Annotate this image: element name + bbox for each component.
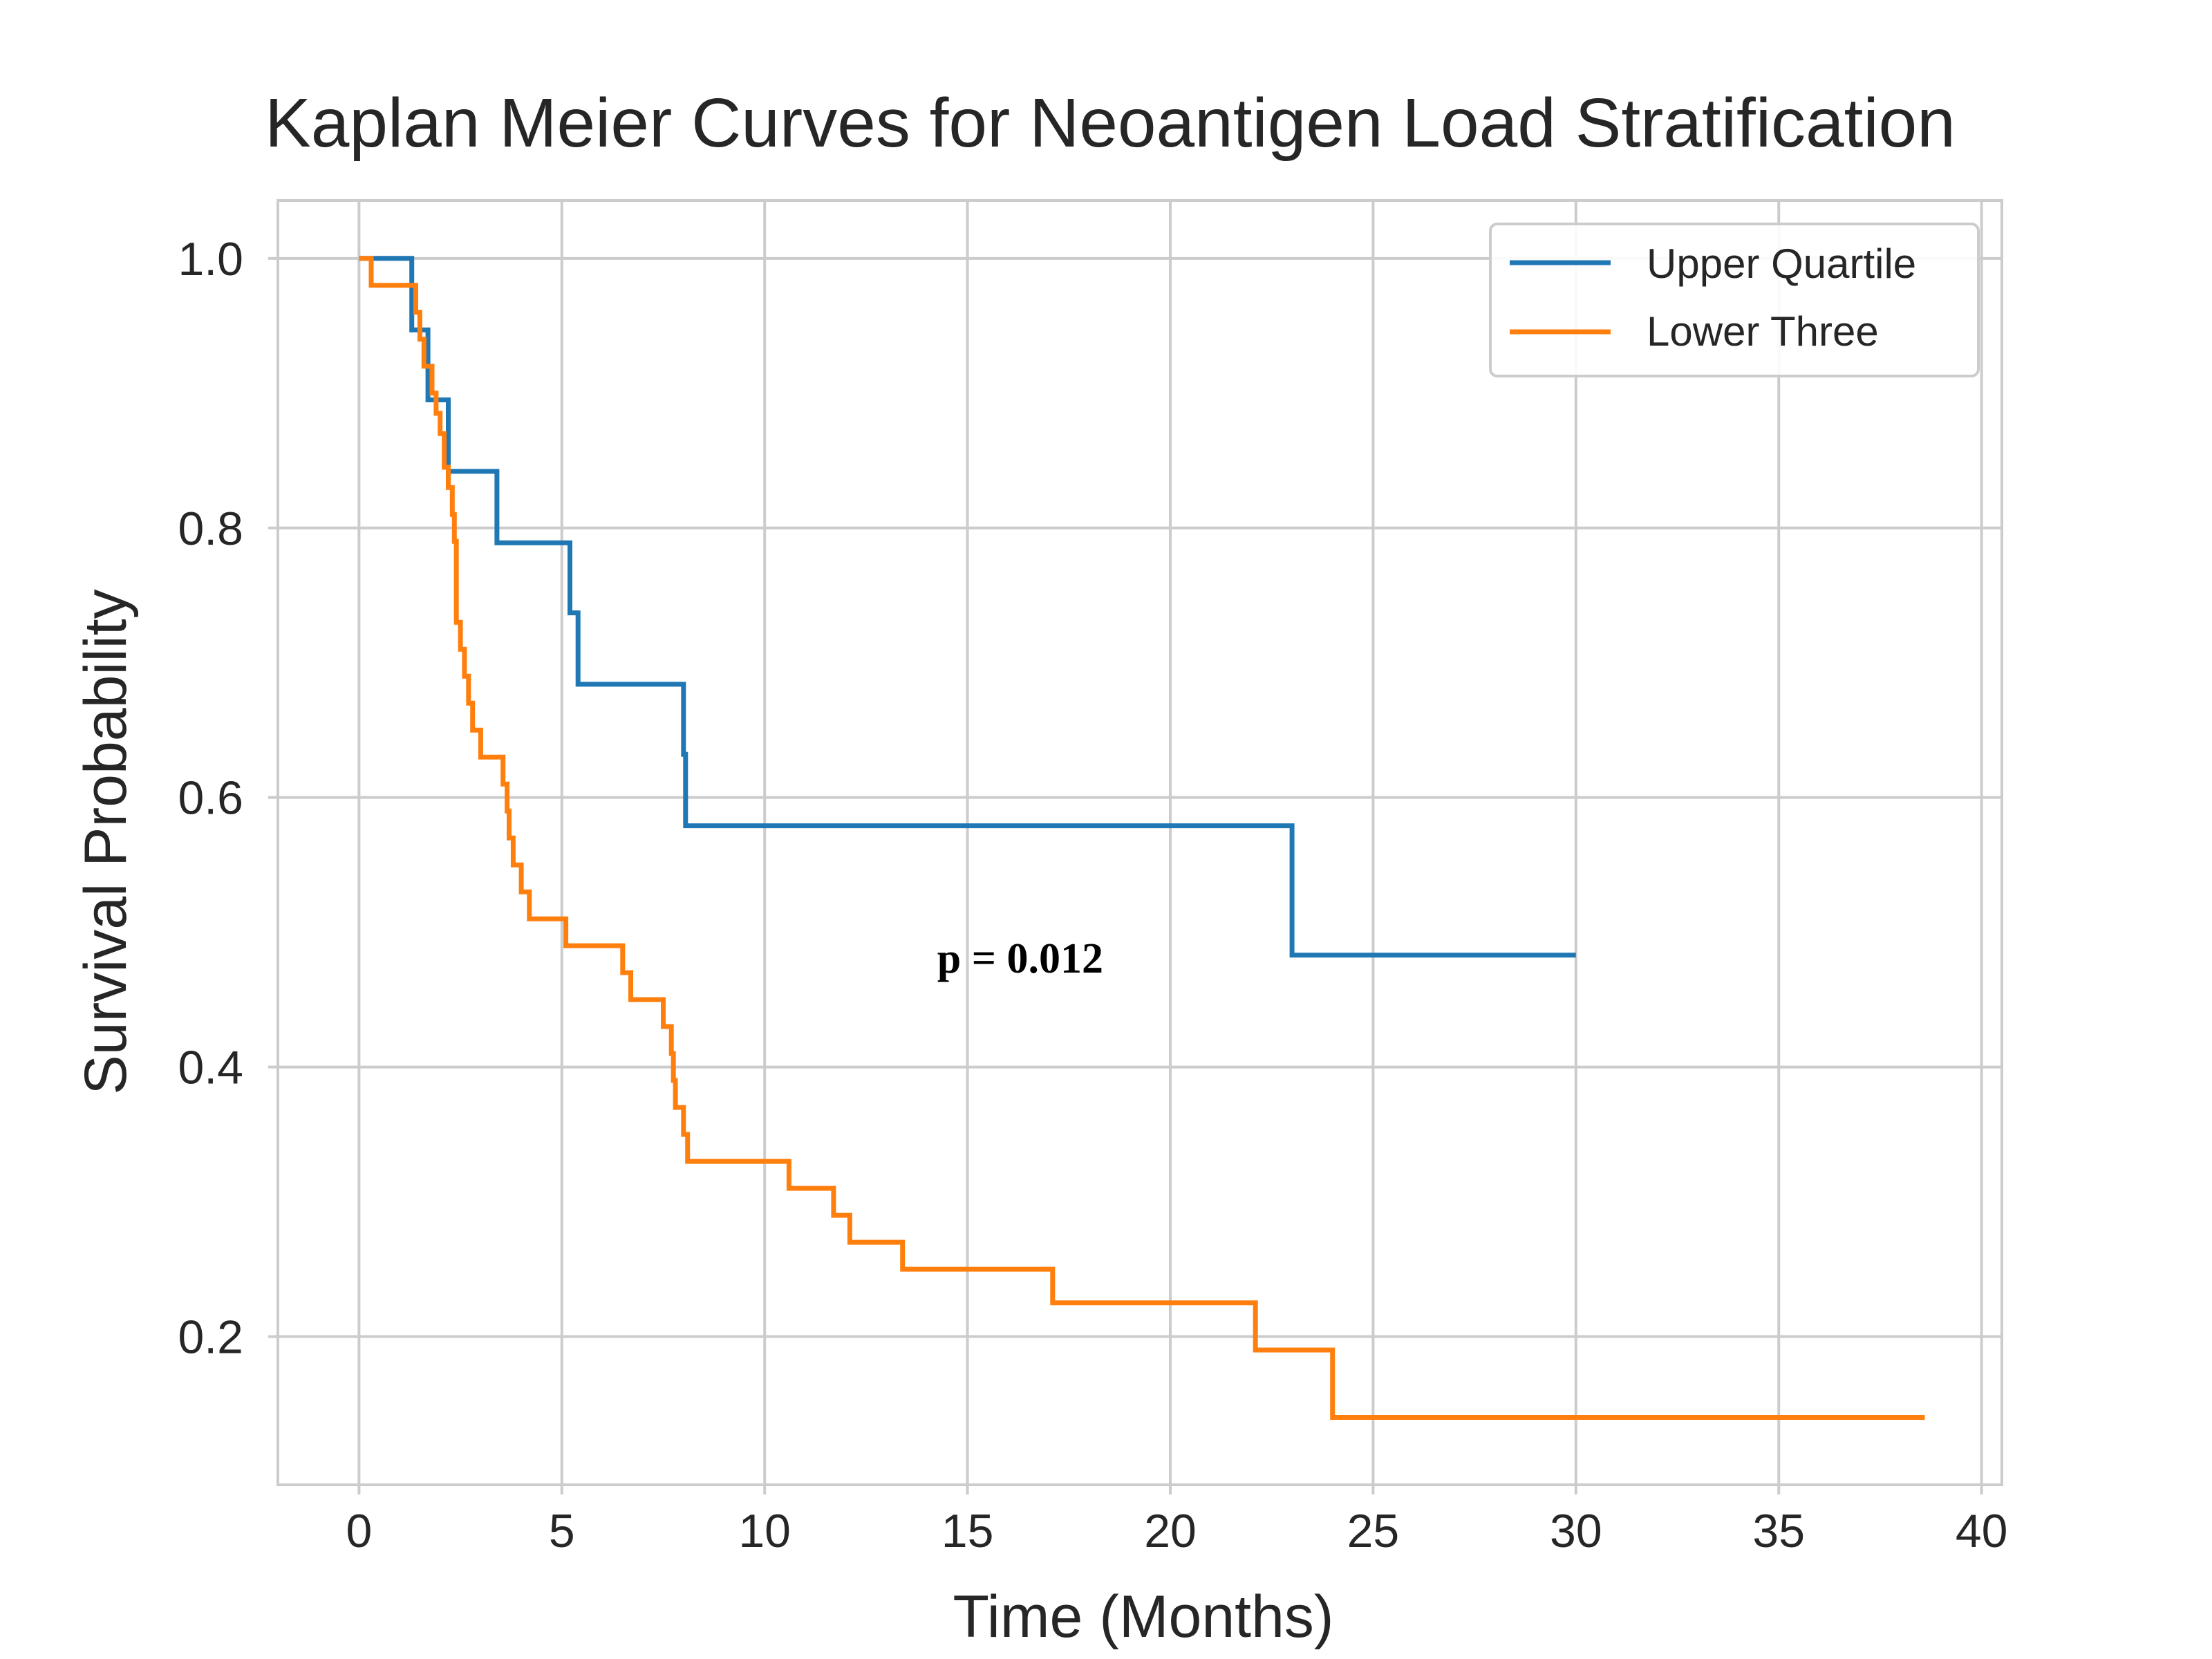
p-value-annotation: p = 0.012	[937, 935, 1103, 982]
chart-title: Kaplan Meier Curves for Neoantigen Load …	[265, 84, 1956, 162]
y-tick-label: 0.8	[178, 503, 243, 555]
y-tick-label: 0.6	[178, 772, 243, 825]
legend-label-upper-quartile: Upper Quartile	[1647, 241, 1916, 287]
y-tick-label: 1.0	[178, 233, 243, 285]
legend-box	[1489, 223, 1980, 377]
series-line-lower-three	[359, 256, 1925, 1420]
x-tick-label: 15	[941, 1505, 994, 1557]
series-lines	[359, 256, 1925, 1420]
series-line-upper-quartile	[359, 256, 1576, 958]
grid	[278, 200, 2002, 1485]
x-tick-label: 20	[1144, 1505, 1197, 1557]
x-tick-label: 0	[346, 1505, 372, 1557]
axis-ticks: 0 5 10 15 20 25 30 35 40 0.2 0.4 0.6 0.8 1.0	[178, 233, 2007, 1557]
annotations: p = 0.012	[937, 935, 1103, 982]
legend-label-lower-three: Lower Three	[1647, 308, 1879, 355]
x-tick-label: 40	[1956, 1505, 2008, 1557]
y-tick-label: 0.2	[178, 1311, 243, 1364]
plot-frame	[276, 199, 2003, 1486]
legend: Upper Quartile Lower Three	[1489, 223, 1980, 377]
x-tick-label: 5	[549, 1505, 575, 1557]
x-tick-label: 30	[1550, 1505, 1602, 1557]
y-tick-label: 0.4	[178, 1042, 243, 1094]
x-axis-label: Time (Months)	[953, 1584, 1333, 1650]
x-tick-label: 35	[1752, 1505, 1805, 1557]
y-axis-label: Survival Probability	[73, 589, 139, 1094]
x-tick-label: 10	[738, 1505, 791, 1557]
x-tick-label: 25	[1347, 1505, 1400, 1557]
